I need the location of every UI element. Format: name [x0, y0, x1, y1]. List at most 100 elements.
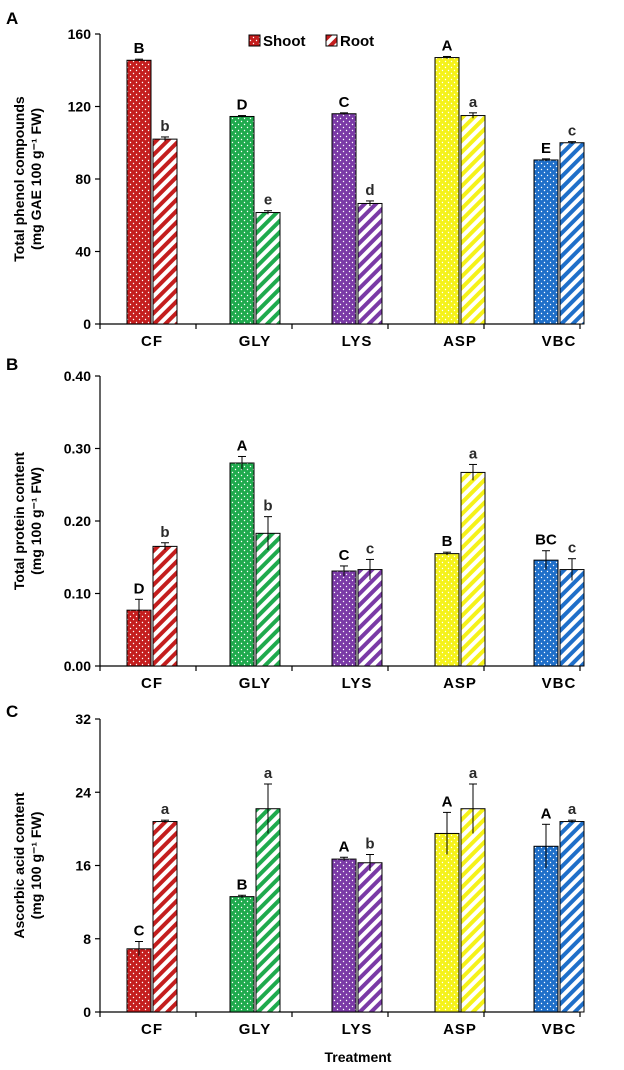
bar-shoot-gly	[229, 896, 255, 1013]
significance-letter: a	[264, 765, 273, 782]
bar-shoot-lys	[331, 570, 357, 667]
bar-root-cf	[152, 821, 178, 1013]
error-bar	[469, 783, 477, 834]
x-tick-label: CF	[141, 675, 163, 692]
bar-shoot-vbc	[533, 559, 559, 667]
bar-root-lys	[357, 862, 383, 1013]
bar-shoot-gly	[229, 115, 255, 325]
y-tick-label: 24	[75, 784, 91, 800]
x-tick-label: GLY	[239, 1021, 271, 1038]
error-bar	[161, 136, 169, 142]
significance-letter: a	[469, 765, 478, 782]
bar-root-asp	[460, 808, 486, 1013]
legend-swatch-shoot	[248, 34, 261, 47]
significance-letter: b	[263, 498, 272, 515]
significance-letter: a	[568, 801, 577, 818]
significance-letter: A	[237, 437, 248, 454]
y-tick-label: 8	[83, 931, 91, 947]
y-axis-label: Total phenol compounds	[11, 96, 27, 262]
y-axis-label: Total protein content	[11, 452, 27, 591]
bar-shoot-cf	[126, 948, 152, 1013]
error-bar	[161, 819, 169, 823]
bar-shoot-cf	[126, 59, 152, 325]
panel-letter: A	[6, 9, 18, 28]
y-tick-label: 0.40	[64, 368, 91, 384]
bar-root-vbc	[559, 142, 585, 325]
x-tick-label: ASP	[443, 1021, 477, 1038]
y-tick-label: 120	[68, 99, 92, 115]
significance-letter: c	[568, 540, 576, 557]
significance-letter: e	[264, 192, 272, 209]
bar-root-cf	[152, 138, 178, 325]
significance-letter: B	[134, 40, 145, 57]
legend-swatch-root	[325, 34, 338, 47]
bar-shoot-asp	[434, 832, 460, 1013]
x-tick-label: GLY	[239, 675, 271, 692]
x-tick-label: LYS	[342, 1021, 373, 1038]
x-tick-label: LYS	[342, 333, 373, 350]
bar-root-asp	[460, 115, 486, 325]
error-bar	[443, 811, 451, 855]
error-bar	[135, 598, 143, 622]
error-bar	[469, 463, 477, 481]
bar-root-lys	[357, 202, 383, 325]
bar-root-vbc	[559, 821, 585, 1013]
bar-shoot-gly	[229, 462, 255, 667]
y-tick-label: 32	[75, 711, 91, 727]
error-bar	[340, 856, 348, 861]
y-axis-label: Ascorbic acid content	[11, 792, 27, 939]
significance-letter: a	[469, 94, 478, 111]
significance-letter: b	[160, 118, 169, 135]
error-bar	[568, 558, 576, 581]
x-tick-label: VBC	[542, 675, 577, 692]
panel-B: B 0.00 0.10 0.20 0.30 0.40 Total protein conte…	[6, 355, 585, 692]
error-bar	[340, 112, 348, 115]
significance-letter: A	[339, 838, 350, 855]
panel-letter: B	[6, 355, 18, 374]
significance-letter: c	[366, 540, 374, 557]
bar-root-cf	[152, 545, 178, 667]
significance-letter: C	[134, 922, 145, 939]
error-bar	[366, 558, 374, 580]
significance-letter: c	[568, 123, 576, 140]
y-axis-label-units: (mg 100 g⁻¹ FW)	[28, 467, 44, 575]
bar-shoot-vbc	[533, 845, 559, 1013]
bar-shoot-asp	[434, 57, 460, 325]
significance-letter: D	[134, 580, 145, 597]
error-bar	[443, 55, 451, 59]
x-tick-label: ASP	[443, 333, 477, 350]
bar-root-lys	[357, 569, 383, 667]
error-bar	[542, 550, 550, 570]
error-bar	[238, 115, 246, 118]
y-tick-label: 0	[83, 316, 91, 332]
significance-letter: E	[541, 140, 551, 157]
y-tick-label: 0.00	[64, 658, 91, 674]
y-axis-label-units: (mg 100 g⁻¹ FW)	[28, 812, 44, 920]
x-tick-label: GLY	[239, 333, 271, 350]
bar-shoot-asp	[434, 553, 460, 667]
error-bar	[366, 200, 374, 207]
significance-letter: C	[339, 547, 350, 564]
x-tick-label: CF	[141, 1021, 163, 1038]
bar-root-gly	[255, 532, 281, 667]
panel-letter: C	[6, 702, 18, 721]
error-bar	[238, 455, 246, 470]
y-tick-label: 0	[83, 1004, 91, 1020]
x-tick-label: CF	[141, 333, 163, 350]
x-tick-label: ASP	[443, 675, 477, 692]
significance-letter: B	[442, 533, 453, 550]
error-bar	[264, 516, 272, 550]
panel-A: A 0 40 80 120 160 Total phenol compounds (mg GA…	[6, 9, 585, 350]
significance-letter: d	[365, 182, 374, 199]
error-bar	[542, 158, 550, 162]
y-tick-label: 80	[75, 171, 91, 187]
x-tick-label: VBC	[542, 1021, 577, 1038]
bar-shoot-lys	[331, 858, 357, 1013]
y-tick-label: 160	[68, 26, 92, 42]
y-axis-label-units: (mg GAE 100 g⁻¹ FW)	[28, 108, 44, 250]
y-tick-label: 16	[75, 858, 91, 874]
significance-letter: a	[469, 445, 478, 462]
significance-letter: B	[237, 876, 248, 893]
